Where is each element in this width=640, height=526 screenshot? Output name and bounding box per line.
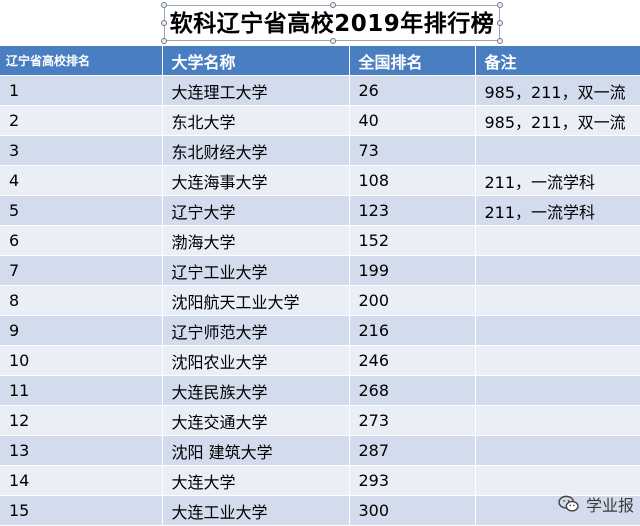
cell-national-rank: 73 — [349, 135, 476, 166]
cell-province-rank: 4 — [0, 165, 163, 196]
cell-university-name: 渤海大学 — [162, 225, 350, 256]
cell-province-rank: 14 — [0, 465, 163, 496]
cell-university-name: 辽宁工业大学 — [162, 255, 350, 286]
watermark: 学业报 — [558, 492, 634, 516]
page-title: 软科辽宁省高校2019年排行榜 — [169, 11, 495, 37]
resize-handle-middle-right[interactable] — [497, 20, 503, 26]
cell-province-rank: 6 — [0, 225, 163, 256]
cell-province-rank: 13 — [0, 435, 163, 466]
cell-university-name: 大连理工大学 — [162, 75, 350, 106]
cell-university-name: 沈阳航天工业大学 — [162, 285, 350, 316]
table-row: 8 沈阳航天工业大学 200 — [0, 285, 640, 316]
cell-university-name: 东北大学 — [162, 105, 350, 136]
cell-province-rank: 2 — [0, 105, 163, 136]
cell-province-rank: 15 — [0, 495, 163, 526]
cell-university-name: 辽宁大学 — [162, 195, 350, 226]
watermark-text: 学业报 — [585, 496, 634, 515]
cell-note: 985，211，双一流 — [475, 105, 640, 136]
cell-note — [475, 135, 640, 166]
ranking-table: 辽宁省高校排名 大学名称 全国排名 备注 1 大连理工大学 26 985，211，双一… — [0, 46, 640, 526]
cell-university-name: 大连交通大学 — [162, 405, 350, 436]
cell-university-name: 沈阳 建筑大学 — [162, 435, 350, 466]
table-header-row: 辽宁省高校排名 大学名称 全国排名 备注 — [0, 46, 640, 76]
resize-handle-bottom-right[interactable] — [497, 38, 503, 44]
cell-province-rank: 10 — [0, 345, 163, 376]
resize-handle-middle-left[interactable] — [161, 20, 167, 26]
cell-note — [475, 255, 640, 286]
cell-national-rank: 26 — [349, 75, 476, 106]
table-row: 10 沈阳农业大学 246 — [0, 345, 640, 376]
cell-province-rank: 9 — [0, 315, 163, 346]
header-note: 备注 — [475, 46, 640, 76]
cell-province-rank: 1 — [0, 75, 163, 106]
cell-note — [475, 225, 640, 256]
cell-province-rank: 12 — [0, 405, 163, 436]
cell-note — [475, 345, 640, 376]
cell-national-rank: 108 — [349, 165, 476, 196]
table-row: 15 大连工业大学 300 — [0, 495, 640, 526]
title-text-box[interactable]: 软科辽宁省高校2019年排行榜 — [161, 2, 503, 44]
cell-note: 211，一流学科 — [475, 165, 640, 196]
header-province-rank: 辽宁省高校排名 — [0, 46, 163, 76]
table-row: 6 渤海大学 152 — [0, 225, 640, 256]
header-national-rank: 全国排名 — [349, 46, 476, 76]
cell-national-rank: 199 — [349, 255, 476, 286]
cell-national-rank: 216 — [349, 315, 476, 346]
cell-university-name: 大连海事大学 — [162, 165, 350, 196]
cell-national-rank: 273 — [349, 405, 476, 436]
header-university-name: 大学名称 — [162, 46, 350, 76]
cell-national-rank: 293 — [349, 465, 476, 496]
cell-national-rank: 268 — [349, 375, 476, 406]
resize-handle-top-middle[interactable] — [330, 2, 336, 8]
cell-note — [475, 375, 640, 406]
cell-university-name: 大连大学 — [162, 465, 350, 496]
table-row: 13 沈阳 建筑大学 287 — [0, 435, 640, 466]
cell-note — [475, 285, 640, 316]
title-area: 软科辽宁省高校2019年排行榜 — [0, 0, 640, 46]
resize-handle-top-right[interactable] — [497, 2, 503, 8]
resize-handle-top-left[interactable] — [161, 2, 167, 8]
table-row: 12 大连交通大学 273 — [0, 405, 640, 436]
cell-national-rank: 123 — [349, 195, 476, 226]
table-row: 7 辽宁工业大学 199 — [0, 255, 640, 286]
cell-province-rank: 7 — [0, 255, 163, 286]
cell-university-name: 辽宁师范大学 — [162, 315, 350, 346]
cell-province-rank: 3 — [0, 135, 163, 166]
table-row: 11 大连民族大学 268 — [0, 375, 640, 406]
table-row: 1 大连理工大学 26 985，211，双一流 — [0, 75, 640, 106]
resize-handle-bottom-left[interactable] — [161, 38, 167, 44]
cell-province-rank: 11 — [0, 375, 163, 406]
table-row: 14 大连大学 293 — [0, 465, 640, 496]
wechat-icon — [558, 495, 579, 512]
cell-note — [475, 465, 640, 496]
resize-handle-bottom-middle[interactable] — [330, 38, 336, 44]
cell-note: 211，一流学科 — [475, 195, 640, 226]
table-row: 2 东北大学 40 985，211，双一流 — [0, 105, 640, 136]
cell-province-rank: 8 — [0, 285, 163, 316]
cell-university-name: 大连民族大学 — [162, 375, 350, 406]
cell-national-rank: 287 — [349, 435, 476, 466]
cell-note — [475, 495, 640, 526]
cell-note — [475, 435, 640, 466]
cell-note: 985，211，双一流 — [475, 75, 640, 106]
cell-national-rank: 152 — [349, 225, 476, 256]
table-row: 9 辽宁师范大学 216 — [0, 315, 640, 346]
table-row: 5 辽宁大学 123 211，一流学科 — [0, 195, 640, 226]
cell-university-name: 沈阳农业大学 — [162, 345, 350, 376]
cell-national-rank: 300 — [349, 495, 476, 526]
cell-note — [475, 405, 640, 436]
cell-national-rank: 40 — [349, 105, 476, 136]
cell-note — [475, 315, 640, 346]
cell-university-name: 东北财经大学 — [162, 135, 350, 166]
cell-university-name: 大连工业大学 — [162, 495, 350, 526]
cell-national-rank: 200 — [349, 285, 476, 316]
table-row: 3 东北财经大学 73 — [0, 135, 640, 166]
table-row: 4 大连海事大学 108 211，一流学科 — [0, 165, 640, 196]
cell-national-rank: 246 — [349, 345, 476, 376]
cell-province-rank: 5 — [0, 195, 163, 226]
